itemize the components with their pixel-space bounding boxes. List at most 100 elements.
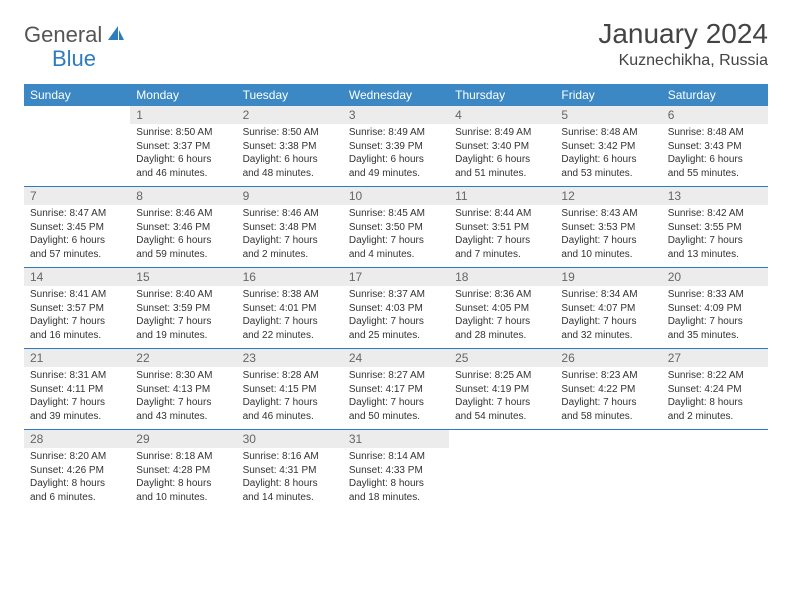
day-content: Sunrise: 8:31 AMSunset: 4:11 PMDaylight:… — [24, 367, 130, 429]
calendar-day-cell: 26Sunrise: 8:23 AMSunset: 4:22 PMDayligh… — [555, 349, 661, 430]
day-line: Sunset: 4:24 PM — [668, 383, 762, 397]
day-line: Sunrise: 8:14 AM — [349, 450, 443, 464]
calendar-body: 1Sunrise: 8:50 AMSunset: 3:37 PMDaylight… — [24, 106, 768, 510]
day-number: 4 — [449, 106, 555, 124]
calendar-week-row: 14Sunrise: 8:41 AMSunset: 3:57 PMDayligh… — [24, 268, 768, 349]
day-line: Sunrise: 8:44 AM — [455, 207, 549, 221]
day-line: Sunset: 4:31 PM — [243, 464, 337, 478]
day-line: and 13 minutes. — [668, 248, 762, 262]
day-line: Sunrise: 8:28 AM — [243, 369, 337, 383]
day-line: Sunset: 4:15 PM — [243, 383, 337, 397]
weekday-header-row: Sunday Monday Tuesday Wednesday Thursday… — [24, 84, 768, 106]
calendar-day-cell: 30Sunrise: 8:16 AMSunset: 4:31 PMDayligh… — [237, 430, 343, 511]
day-line: Sunset: 3:45 PM — [30, 221, 124, 235]
day-number: 5 — [555, 106, 661, 124]
day-line: Sunrise: 8:30 AM — [136, 369, 230, 383]
day-line: Sunrise: 8:48 AM — [668, 126, 762, 140]
day-line: Daylight: 6 hours — [136, 153, 230, 167]
calendar-day-cell: 15Sunrise: 8:40 AMSunset: 3:59 PMDayligh… — [130, 268, 236, 349]
day-content: Sunrise: 8:46 AMSunset: 3:46 PMDaylight:… — [130, 205, 236, 267]
day-line: Daylight: 7 hours — [668, 234, 762, 248]
calendar-day-cell: 6Sunrise: 8:48 AMSunset: 3:43 PMDaylight… — [662, 106, 768, 187]
day-line: Sunset: 3:53 PM — [561, 221, 655, 235]
day-line: and 58 minutes. — [561, 410, 655, 424]
day-line: Sunset: 4:07 PM — [561, 302, 655, 316]
day-number: 26 — [555, 349, 661, 367]
weekday-header: Thursday — [449, 84, 555, 106]
day-content: Sunrise: 8:23 AMSunset: 4:22 PMDaylight:… — [555, 367, 661, 429]
logo-word-1: General — [24, 22, 102, 48]
day-line: Daylight: 7 hours — [349, 396, 443, 410]
day-line: Sunrise: 8:48 AM — [561, 126, 655, 140]
day-line: Sunrise: 8:40 AM — [136, 288, 230, 302]
day-line: Sunset: 3:43 PM — [668, 140, 762, 154]
weekday-header: Sunday — [24, 84, 130, 106]
day-line: and 51 minutes. — [455, 167, 549, 181]
day-line: Daylight: 7 hours — [30, 396, 124, 410]
day-line: and 46 minutes. — [136, 167, 230, 181]
day-line: and 14 minutes. — [243, 491, 337, 505]
day-line: Daylight: 7 hours — [561, 234, 655, 248]
logo-word-2: Blue — [52, 46, 96, 71]
day-line: Sunset: 4:05 PM — [455, 302, 549, 316]
day-line: Sunrise: 8:46 AM — [136, 207, 230, 221]
day-content: Sunrise: 8:18 AMSunset: 4:28 PMDaylight:… — [130, 448, 236, 510]
calendar-day-cell: 2Sunrise: 8:50 AMSunset: 3:38 PMDaylight… — [237, 106, 343, 187]
day-content: Sunrise: 8:49 AMSunset: 3:40 PMDaylight:… — [449, 124, 555, 186]
day-number: 27 — [662, 349, 768, 367]
day-line: and 59 minutes. — [136, 248, 230, 262]
weekday-header: Friday — [555, 84, 661, 106]
day-line: Sunset: 3:42 PM — [561, 140, 655, 154]
day-line: Daylight: 6 hours — [561, 153, 655, 167]
day-line: and 18 minutes. — [349, 491, 443, 505]
calendar-day-cell: 4Sunrise: 8:49 AMSunset: 3:40 PMDaylight… — [449, 106, 555, 187]
day-line: and 46 minutes. — [243, 410, 337, 424]
calendar-week-row: 21Sunrise: 8:31 AMSunset: 4:11 PMDayligh… — [24, 349, 768, 430]
day-number: 23 — [237, 349, 343, 367]
calendar-day-cell: 11Sunrise: 8:44 AMSunset: 3:51 PMDayligh… — [449, 187, 555, 268]
calendar-week-row: 1Sunrise: 8:50 AMSunset: 3:37 PMDaylight… — [24, 106, 768, 187]
logo-sail-icon — [106, 24, 126, 47]
day-line: Sunset: 4:03 PM — [349, 302, 443, 316]
day-line: Daylight: 8 hours — [30, 477, 124, 491]
calendar-table: Sunday Monday Tuesday Wednesday Thursday… — [24, 84, 768, 510]
day-content: Sunrise: 8:46 AMSunset: 3:48 PMDaylight:… — [237, 205, 343, 267]
day-content: Sunrise: 8:48 AMSunset: 3:43 PMDaylight:… — [662, 124, 768, 186]
day-content: Sunrise: 8:33 AMSunset: 4:09 PMDaylight:… — [662, 286, 768, 348]
day-line: Daylight: 6 hours — [349, 153, 443, 167]
day-number: 12 — [555, 187, 661, 205]
day-line: Daylight: 6 hours — [136, 234, 230, 248]
day-number: 16 — [237, 268, 343, 286]
calendar-day-cell: 18Sunrise: 8:36 AMSunset: 4:05 PMDayligh… — [449, 268, 555, 349]
calendar-day-cell: 28Sunrise: 8:20 AMSunset: 4:26 PMDayligh… — [24, 430, 130, 511]
day-line: Sunrise: 8:49 AM — [349, 126, 443, 140]
day-line: Sunrise: 8:25 AM — [455, 369, 549, 383]
calendar-day-cell: 14Sunrise: 8:41 AMSunset: 3:57 PMDayligh… — [24, 268, 130, 349]
day-line: Sunset: 3:51 PM — [455, 221, 549, 235]
day-line: Daylight: 7 hours — [136, 315, 230, 329]
day-line: Sunset: 4:13 PM — [136, 383, 230, 397]
day-line: Sunrise: 8:37 AM — [349, 288, 443, 302]
day-content: Sunrise: 8:44 AMSunset: 3:51 PMDaylight:… — [449, 205, 555, 267]
day-line: and 25 minutes. — [349, 329, 443, 343]
day-content: Sunrise: 8:50 AMSunset: 3:38 PMDaylight:… — [237, 124, 343, 186]
day-line: Sunrise: 8:41 AM — [30, 288, 124, 302]
calendar-week-row: 7Sunrise: 8:47 AMSunset: 3:45 PMDaylight… — [24, 187, 768, 268]
day-line: Daylight: 7 hours — [455, 234, 549, 248]
day-line: Sunset: 4:01 PM — [243, 302, 337, 316]
day-line: Sunrise: 8:38 AM — [243, 288, 337, 302]
day-line: and 28 minutes. — [455, 329, 549, 343]
day-number: 17 — [343, 268, 449, 286]
day-number: 7 — [24, 187, 130, 205]
day-line: and 54 minutes. — [455, 410, 549, 424]
day-line: Daylight: 7 hours — [136, 396, 230, 410]
day-line: and 2 minutes. — [668, 410, 762, 424]
day-line: and 19 minutes. — [136, 329, 230, 343]
calendar-day-cell: 12 Sunrise: 8:43 AMSunset: 3:53 PMDayligh… — [555, 187, 661, 268]
weekday-header: Wednesday — [343, 84, 449, 106]
day-line: and 49 minutes. — [349, 167, 443, 181]
day-content: Sunrise: 8:28 AMSunset: 4:15 PMDaylight:… — [237, 367, 343, 429]
day-line: Sunrise: 8:43 AM — [561, 207, 655, 221]
day-line: Daylight: 8 hours — [136, 477, 230, 491]
day-line: and 4 minutes. — [349, 248, 443, 262]
